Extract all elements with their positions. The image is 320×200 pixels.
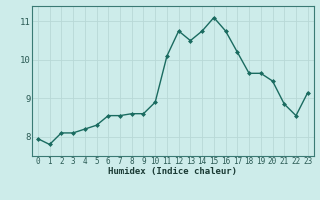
X-axis label: Humidex (Indice chaleur): Humidex (Indice chaleur) <box>108 167 237 176</box>
